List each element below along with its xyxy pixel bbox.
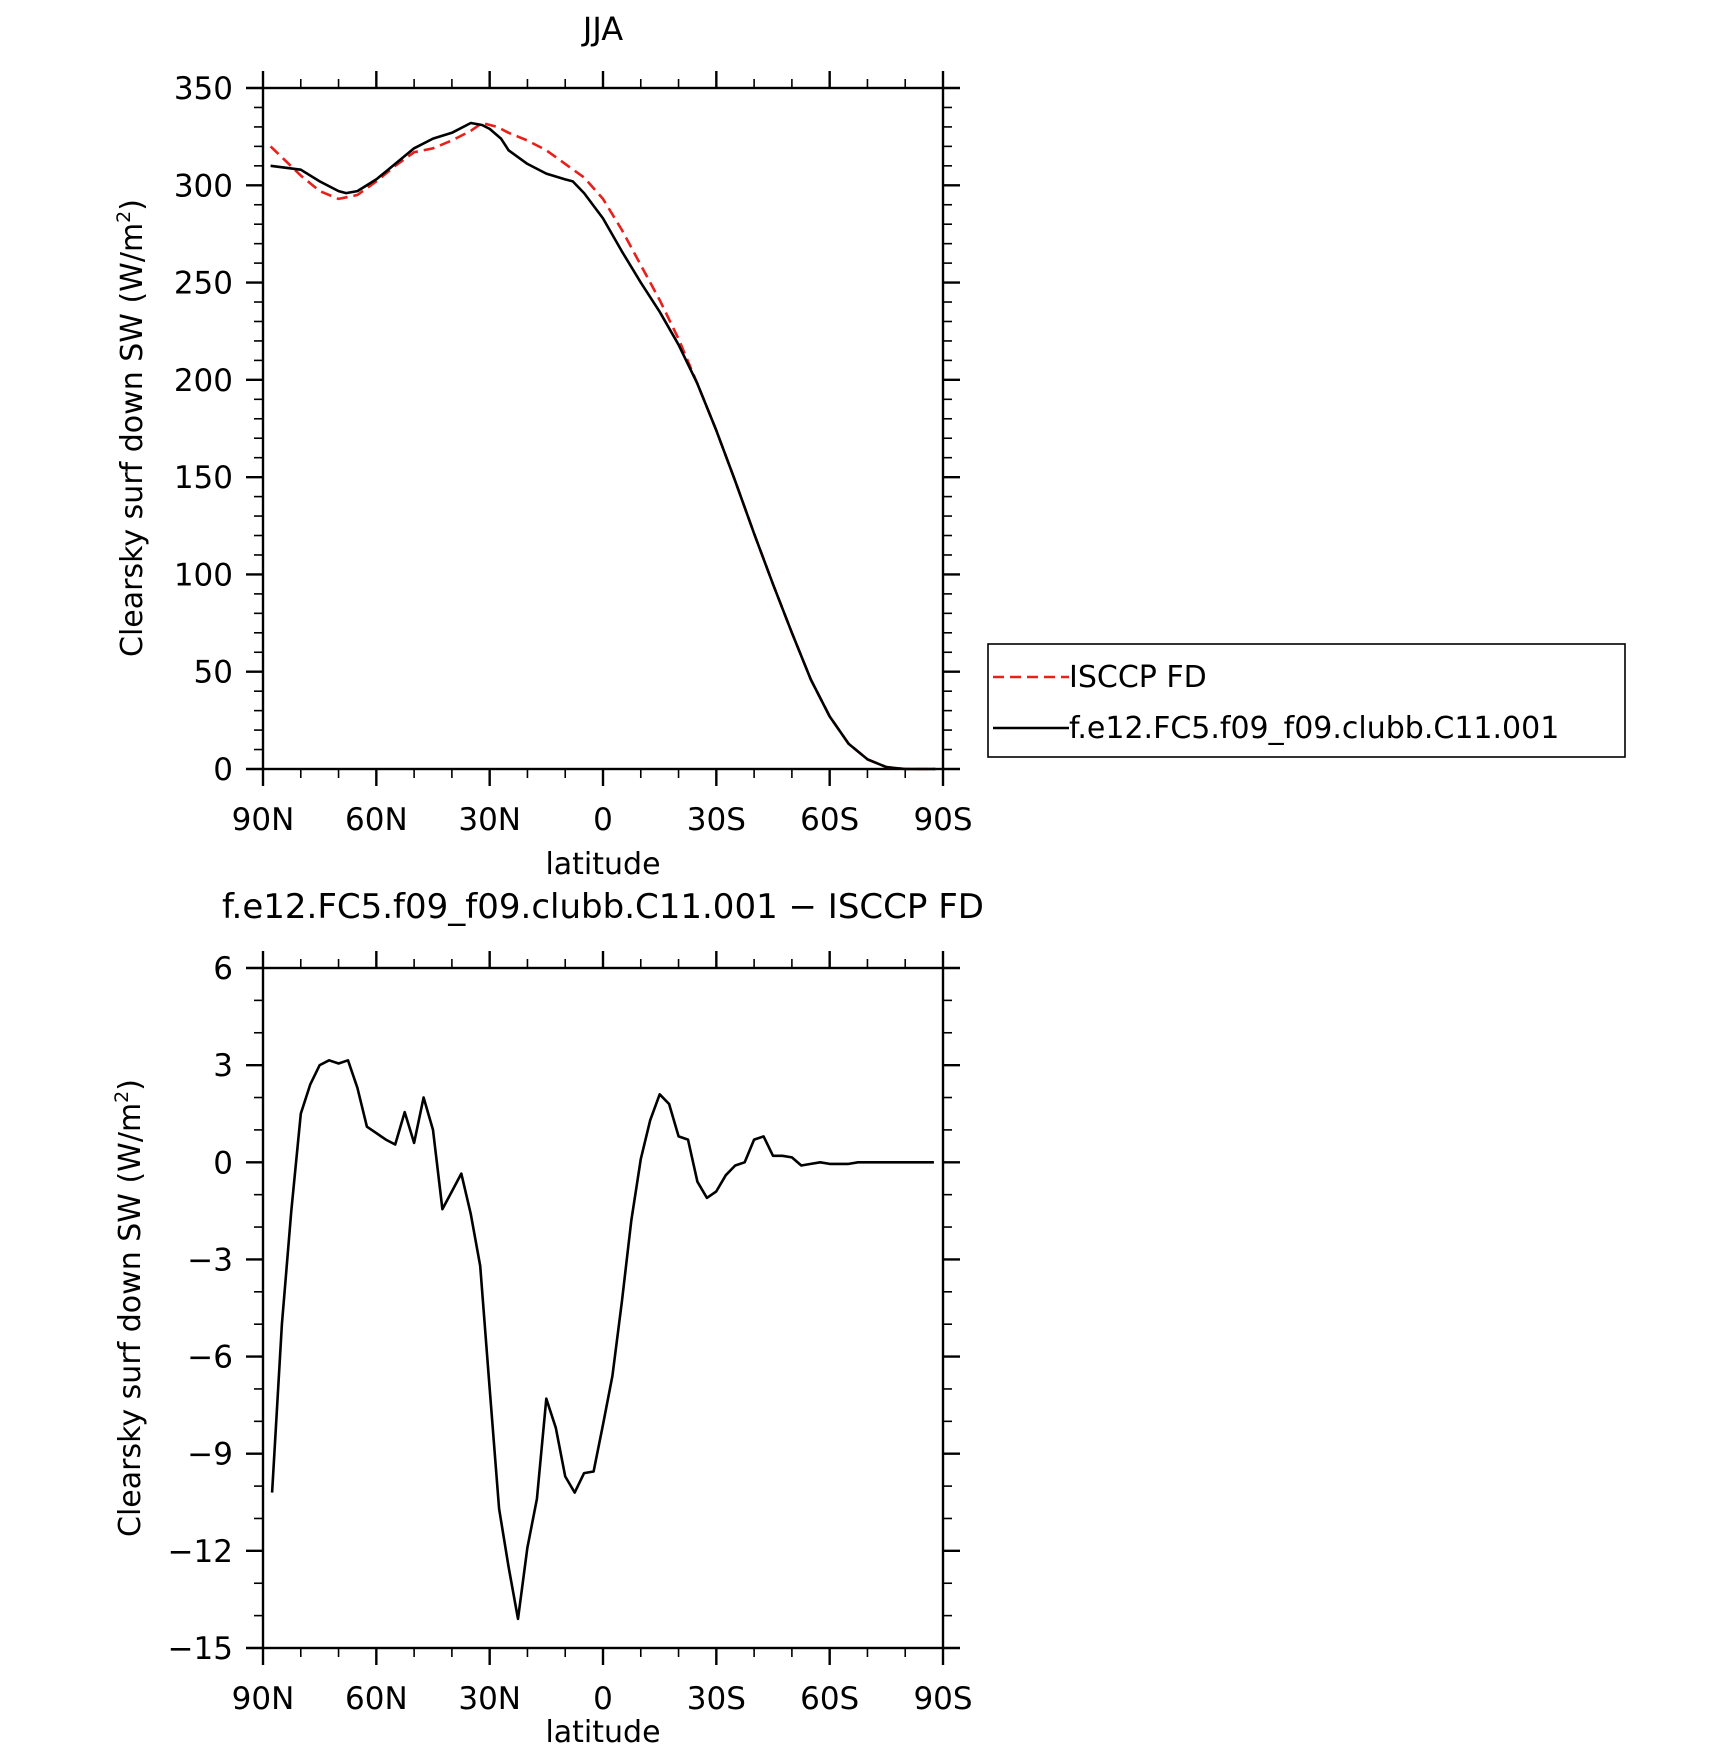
bottom-y-tick-label: 6 [213, 951, 233, 987]
bottom-y-tick-label: −12 [168, 1534, 233, 1570]
bottom-x-tick-label: 90N [232, 1681, 295, 1717]
legend-label-model: f.e12.FC5.f09_f09.clubb.C11.001 [1069, 711, 1559, 746]
legend: ISCCP FD f.e12.FC5.f09_f09.clubb.C11.001 [987, 643, 1626, 758]
top-x-tick-label: 60N [345, 802, 408, 838]
bottom-y-tick-label: 3 [213, 1048, 233, 1084]
top-x-tick-label: 0 [593, 802, 613, 838]
legend-box [987, 643, 1626, 758]
top-y-tick-label: 350 [174, 71, 233, 107]
top-y-tick-label: 50 [194, 655, 233, 691]
top-y-tick-label: 200 [174, 363, 233, 399]
top-x-tick-labels: 90N 60N 30N 0 30S 60S 90S [232, 802, 973, 838]
top-tick-marks [246, 71, 960, 786]
bottom-x-tick-label: 0 [593, 1681, 613, 1717]
top-y-axis-label: Clearsky surf down SW (W/m2) [113, 199, 150, 657]
top-panel: JJA 0 50 100 150 200 250 300 350 90N 60N 30N 0 30S 6… [113, 10, 1626, 882]
bottom-y-tick-labels: 6 3 0 −3 −6 −9 −12 −15 [168, 951, 233, 1667]
top-y-tick-label: 150 [174, 460, 233, 496]
bottom-y-axis-label-text: Clearsky surf down SW (W/m [113, 1103, 148, 1537]
bottom-x-axis-label: latitude [545, 1715, 660, 1745]
legend-label-isccp: ISCCP FD [1069, 660, 1207, 695]
bottom-y-axis-label-close: ) [113, 1079, 148, 1091]
bottom-y-tick-label: −15 [168, 1631, 233, 1667]
top-y-tick-label: 250 [174, 266, 233, 302]
top-y-axis-label-superscript: 2 [113, 211, 135, 223]
bottom-y-tick-label: −3 [187, 1242, 233, 1278]
top-y-tick-label: 300 [174, 168, 233, 204]
bottom-x-tick-label: 90S [913, 1681, 972, 1717]
bottom-y-axis-label: Clearsky surf down SW (W/m2) [111, 1079, 148, 1537]
top-x-tick-label: 30S [687, 802, 746, 838]
top-y-axis-label-close: ) [115, 199, 150, 211]
top-x-tick-label: 90N [232, 802, 295, 838]
bottom-x-tick-label: 30N [458, 1681, 521, 1717]
top-y-axis-label-text: Clearsky surf down SW (W/m [115, 223, 150, 657]
bottom-chart-title: f.e12.FC5.f09_f09.clubb.C11.001 − ISCCP … [222, 887, 984, 927]
top-y-tick-labels: 0 50 100 150 200 250 300 350 [174, 71, 233, 788]
bottom-y-tick-label: −6 [187, 1340, 233, 1376]
bottom-y-tick-label: 0 [213, 1145, 233, 1181]
bottom-y-axis-label-superscript: 2 [111, 1091, 133, 1103]
bottom-plot-frame [261, 966, 945, 1650]
top-x-tick-label: 60S [800, 802, 859, 838]
top-chart-title: JJA [581, 10, 623, 48]
bottom-panel: f.e12.FC5.f09_f09.clubb.C11.001 − ISCCP … [111, 887, 984, 1745]
top-series-line-1 [270, 121, 936, 771]
top-x-tick-label: 90S [913, 802, 972, 838]
top-data-lines [269, 121, 936, 771]
bottom-x-tick-label: 60N [345, 1681, 408, 1717]
bottom-x-tick-label: 60S [800, 1681, 859, 1717]
bottom-tick-marks [246, 951, 960, 1665]
top-y-tick-label: 0 [213, 752, 233, 788]
top-y-tick-label: 100 [174, 557, 233, 593]
top-x-axis-label: latitude [545, 847, 660, 882]
top-plot-frame [261, 86, 945, 771]
bottom-y-tick-label: −9 [187, 1437, 233, 1473]
top-series-line-0 [269, 121, 936, 771]
bottom-x-tick-label: 30S [687, 1681, 746, 1717]
top-x-tick-label: 30N [458, 802, 521, 838]
bottom-x-tick-labels: 90N 60N 30N 0 30S 60S 90S [232, 1681, 973, 1717]
bottom-data-lines [270, 1059, 934, 1621]
bottom-series-line-0 [270, 1059, 934, 1621]
